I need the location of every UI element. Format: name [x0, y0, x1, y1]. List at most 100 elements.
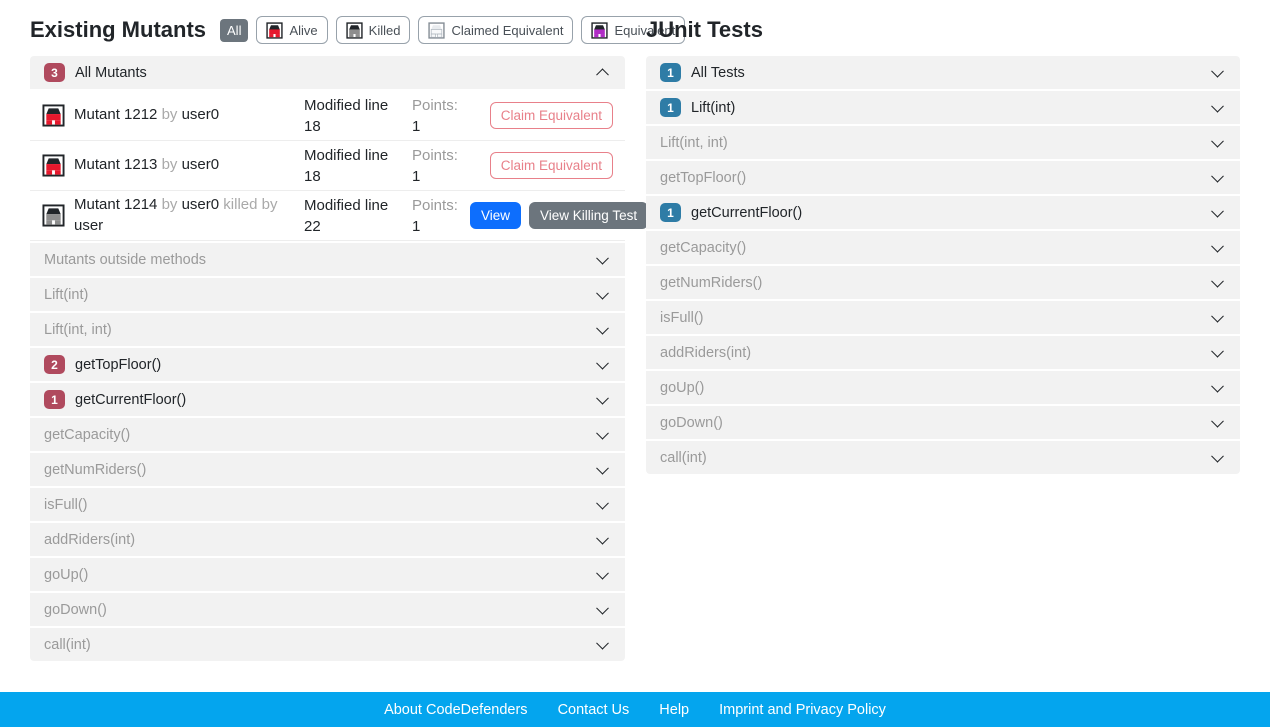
claim-equivalent-button[interactable]: Claim Equivalent — [489, 152, 613, 179]
section-label: call(int) — [44, 636, 91, 653]
by-label: by — [161, 156, 178, 174]
all-mutants-count-badge: 3 — [44, 63, 65, 82]
footer-link-about[interactable]: About CodeDefenders — [384, 701, 528, 718]
tests-panel-title: JUnit Tests — [646, 17, 763, 42]
mutant-equivalent-icon — [591, 21, 609, 39]
section-addriders[interactable]: addRiders(int) — [646, 336, 1240, 369]
section-godown[interactable]: goDown() — [30, 593, 625, 626]
chevron-down-icon — [1211, 64, 1224, 78]
section-label: Lift(int) — [44, 286, 89, 303]
test-count-badge: 1 — [660, 203, 681, 222]
section-getcurrentfloor[interactable]: 1 getCurrentFloor() — [30, 383, 625, 416]
section-label: Lift(int, int) — [660, 134, 728, 151]
section-getcapacity[interactable]: getCapacity() — [30, 418, 625, 451]
section-godown[interactable]: goDown() — [646, 406, 1240, 439]
footer-link-imprint[interactable]: Imprint and Privacy Policy — [719, 701, 886, 718]
mutant-name: Mutant 1214 — [74, 196, 158, 214]
mutant-creator: user0 — [181, 156, 220, 174]
points-value: 1 — [412, 167, 421, 185]
section-isfull[interactable]: isFull() — [30, 488, 625, 521]
section-lift-int[interactable]: 1 Lift(int) — [646, 91, 1240, 124]
mutant-alive-icon — [266, 21, 284, 39]
filter-killed-button[interactable]: Killed — [335, 16, 411, 44]
section-getnumriders[interactable]: getNumRiders() — [646, 266, 1240, 299]
section-label: goDown() — [660, 414, 723, 431]
mutants-panel-header: Existing Mutants All Alive Killed Claime… — [30, 14, 686, 46]
chevron-down-icon — [596, 461, 609, 475]
section-lift-int-int[interactable]: Lift(int, int) — [646, 126, 1240, 159]
section-call-int[interactable]: call(int) — [646, 441, 1240, 474]
section-label: isFull() — [660, 309, 704, 326]
footer-link-contact[interactable]: Contact Us — [557, 701, 630, 718]
modified-line-label: Modified line — [304, 196, 389, 214]
section-getnumriders[interactable]: getNumRiders() — [30, 453, 625, 486]
filter-claimed-equivalent-button[interactable]: Claimed Equivalent — [418, 16, 574, 44]
modified-line-value: 18 — [304, 167, 321, 185]
mutant-killed-icon — [42, 204, 65, 227]
section-goup[interactable]: goUp() — [646, 371, 1240, 404]
section-getcurrentfloor[interactable]: 1 getCurrentFloor() — [646, 196, 1240, 229]
section-label: goUp() — [44, 566, 89, 583]
chevron-down-icon — [1211, 344, 1224, 358]
mutant-row-1212: Mutant 1212 by user0 Modified line 18 Po… — [30, 91, 625, 141]
mutant-claimed-equivalent-icon — [428, 21, 446, 39]
modified-line-value: 18 — [304, 117, 321, 135]
section-label: call(int) — [660, 449, 707, 466]
mutant-killer: user — [74, 216, 104, 234]
footer: About CodeDefenders Contact Us Help Impr… — [0, 692, 1270, 727]
section-all-mutants[interactable]: 3 All Mutants — [30, 56, 625, 89]
section-label: Mutants outside methods — [44, 251, 207, 268]
mutant-count-badge: 1 — [44, 390, 65, 409]
section-label: getCurrentFloor() — [75, 391, 187, 408]
mutants-accordion: 3 All Mutants Mutant 1212 by user0 — [30, 56, 649, 661]
mutant-name: Mutant 1213 — [74, 156, 158, 174]
chevron-down-icon — [1211, 309, 1224, 323]
section-label: All Mutants — [75, 64, 147, 81]
chevron-down-icon — [596, 531, 609, 545]
view-killing-test-button[interactable]: View Killing Test — [529, 202, 649, 229]
section-lift-int[interactable]: Lift(int) — [30, 278, 625, 311]
section-mutants-outside-methods[interactable]: Mutants outside methods — [30, 243, 625, 276]
filter-all-button[interactable]: All — [220, 18, 249, 42]
filter-equivalent-button[interactable]: Equivalent — [581, 16, 686, 44]
chevron-up-icon — [596, 67, 609, 81]
mutant-killed-icon — [346, 21, 363, 39]
section-lift-int-int[interactable]: Lift(int, int) — [30, 313, 625, 346]
view-button[interactable]: View — [470, 202, 522, 229]
chevron-down-icon — [596, 426, 609, 440]
claim-equivalent-button[interactable]: Claim Equivalent — [489, 102, 613, 129]
section-label: getCapacity() — [660, 239, 747, 256]
filter-claimed-equivalent-label: Claimed Equivalent — [451, 22, 564, 38]
mutant-count-badge: 2 — [44, 355, 65, 374]
chevron-down-icon — [1211, 169, 1224, 183]
chevron-down-icon — [596, 251, 609, 265]
test-count-badge: 1 — [660, 98, 681, 117]
chevron-down-icon — [1211, 449, 1224, 463]
chevron-down-icon — [1211, 204, 1224, 218]
test-count-badge: 1 — [660, 63, 681, 82]
points-label: Points: — [412, 146, 458, 164]
section-all-tests[interactable]: 1 All Tests — [646, 56, 1240, 89]
chevron-down-icon — [1211, 99, 1224, 113]
mutant-creator: user0 — [181, 106, 220, 124]
section-addriders[interactable]: addRiders(int) — [30, 523, 625, 556]
section-isfull[interactable]: isFull() — [646, 301, 1240, 334]
section-label: All Tests — [691, 64, 745, 81]
section-call-int[interactable]: call(int) — [30, 628, 625, 661]
section-label: Lift(int) — [691, 99, 736, 116]
modified-line-label: Modified line — [304, 96, 389, 114]
section-getcapacity[interactable]: getCapacity() — [646, 231, 1240, 264]
by-label: by — [261, 196, 278, 214]
tests-accordion: 1 All Tests 1 Lift(int) Lift(int, int) g… — [646, 56, 1240, 474]
footer-link-help[interactable]: Help — [659, 701, 690, 718]
chevron-down-icon — [1211, 414, 1224, 428]
section-gettopfloor[interactable]: getTopFloor() — [646, 161, 1240, 194]
section-goup[interactable]: goUp() — [30, 558, 625, 591]
tests-panel: JUnit Tests 1 All Tests 1 Lift(int) Lift… — [646, 14, 1240, 474]
modified-line-value: 22 — [304, 217, 321, 235]
chevron-down-icon — [1211, 239, 1224, 253]
section-gettopfloor[interactable]: 2 getTopFloor() — [30, 348, 625, 381]
section-label: getCapacity() — [44, 426, 131, 443]
chevron-down-icon — [596, 391, 609, 405]
filter-alive-button[interactable]: Alive — [256, 16, 328, 44]
